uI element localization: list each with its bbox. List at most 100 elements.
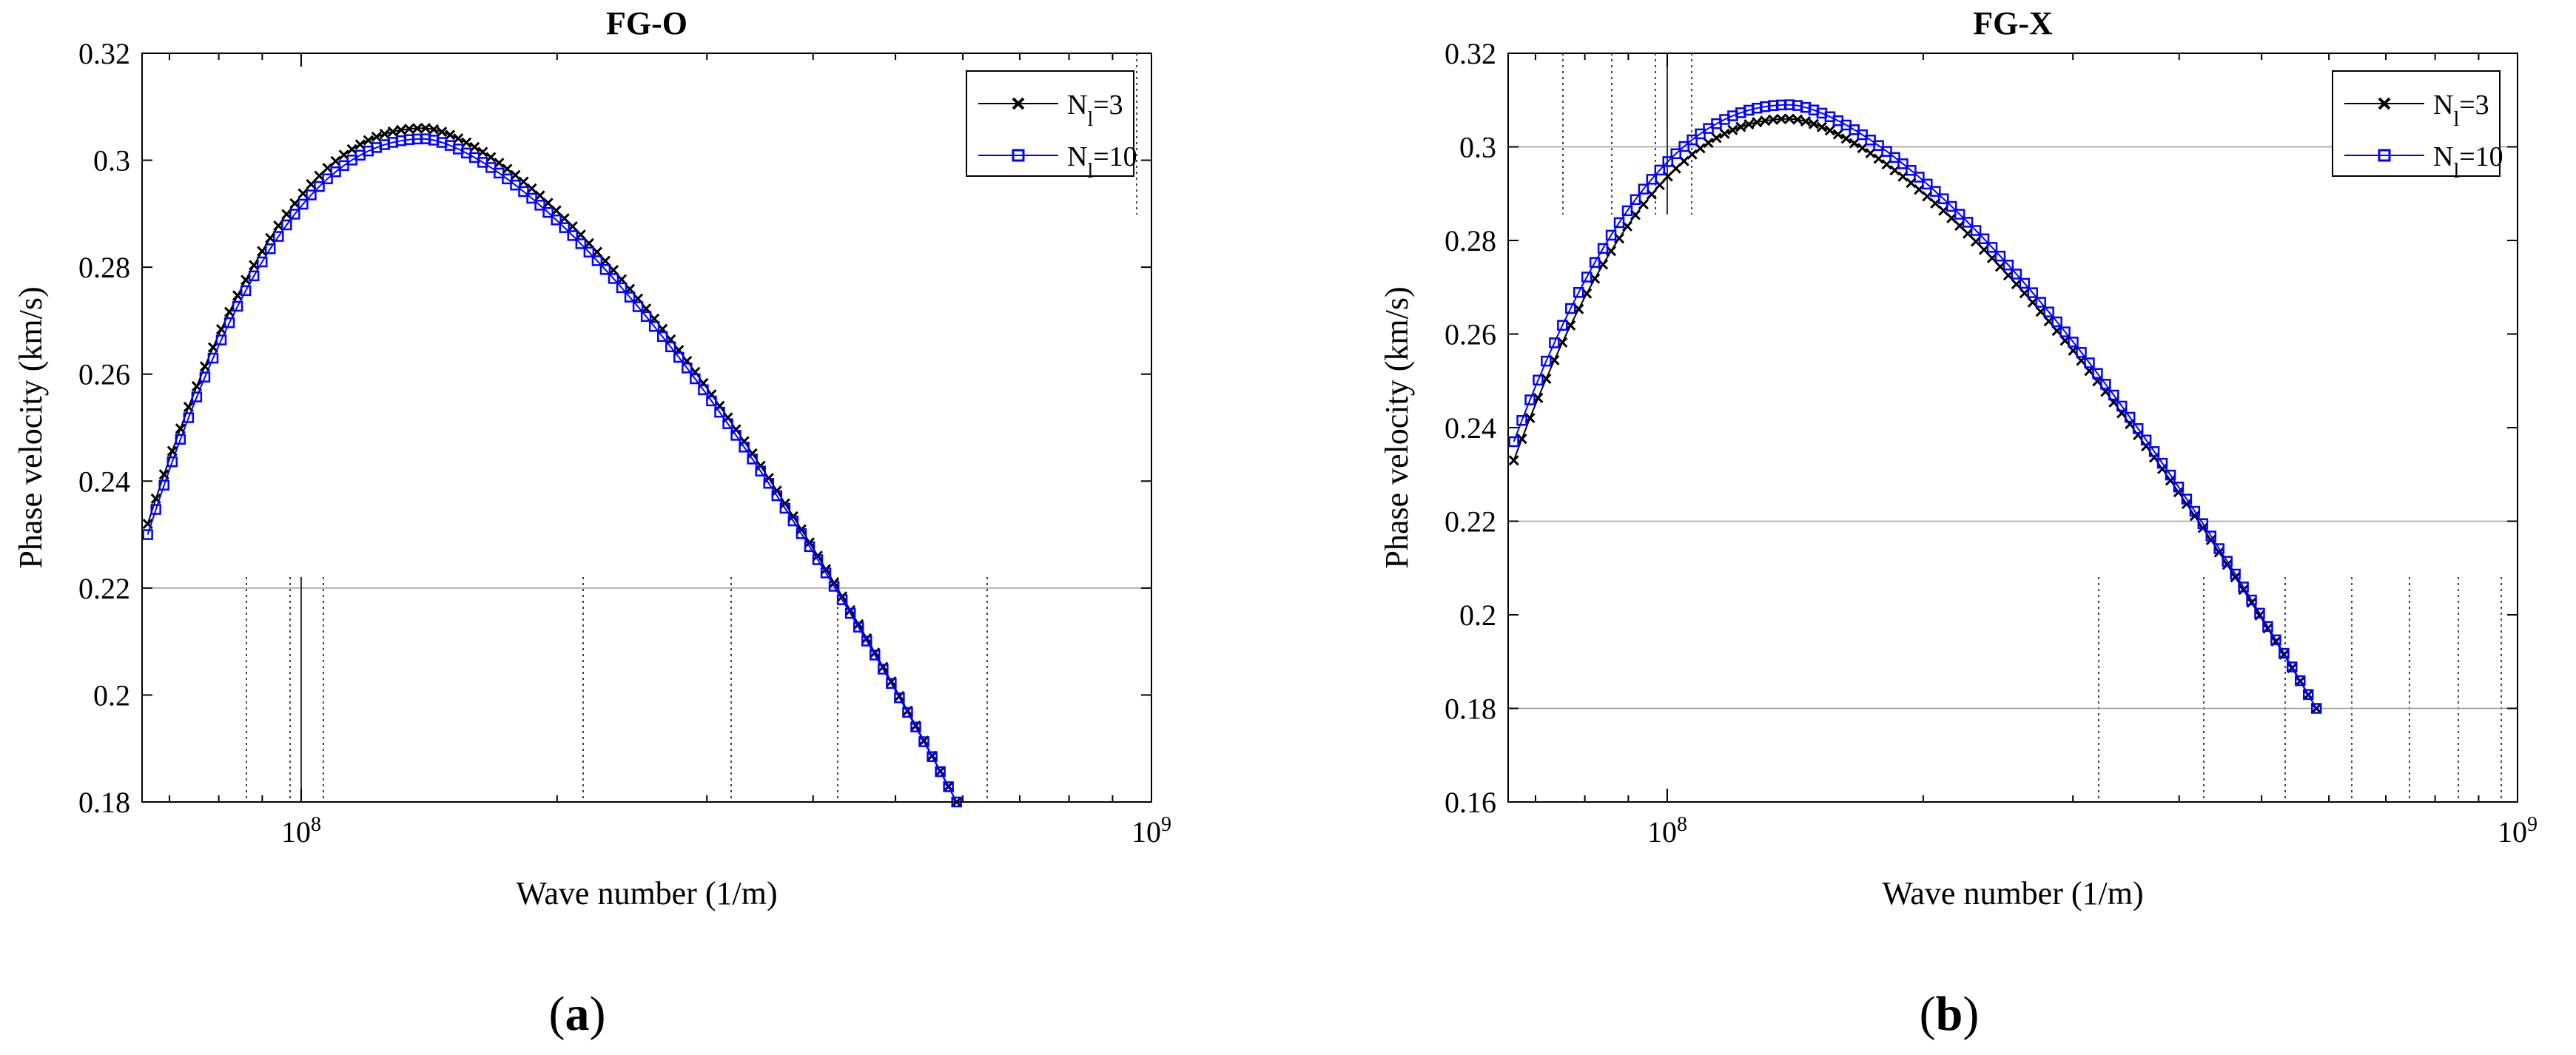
y-axis-label: Phase velocity (km/s) [1379, 286, 1415, 568]
data-point [2140, 434, 2152, 445]
data-point [599, 264, 611, 275]
data-point [1954, 209, 1965, 220]
data-point [828, 581, 840, 592]
data-point [1533, 374, 1544, 386]
data-point [665, 341, 676, 353]
vertical-guide-lines [1508, 53, 2518, 802]
data-point [1994, 250, 2006, 262]
data-point [910, 721, 921, 732]
data-point [1613, 217, 1625, 229]
data-point [1930, 186, 1941, 197]
vertical-guide-lines [142, 53, 1151, 802]
data-point [836, 594, 848, 605]
legend-box [2332, 70, 2501, 177]
data-point [2011, 269, 2022, 280]
data-point [264, 243, 276, 255]
data-point [575, 238, 587, 249]
data-point [183, 412, 195, 423]
legend: Nl=3 Nl=10 [966, 70, 1137, 183]
data-point [2302, 689, 2314, 700]
data-point [256, 256, 268, 268]
data-point [281, 219, 292, 231]
data-point [763, 478, 775, 489]
data-point [747, 454, 758, 465]
data-point [583, 246, 595, 257]
data-point [722, 418, 733, 429]
data-point [935, 766, 946, 778]
data-point [1589, 257, 1601, 268]
chart-title: FG-O [606, 5, 687, 41]
data-point [1630, 194, 1641, 206]
data-point [2310, 703, 2322, 714]
y-axis-ticks: 0.16 0.18 0.2 0.22 0.24 0.26 0.28 0.3 0.32 [1445, 37, 2518, 819]
data-point [2156, 457, 2168, 469]
data-point [2124, 411, 2136, 423]
data-point [338, 160, 349, 172]
data-point [403, 124, 414, 135]
data-point [616, 282, 628, 294]
data-point [2287, 661, 2298, 673]
data-point [779, 502, 791, 514]
data-point [1776, 113, 1787, 124]
data-point [387, 126, 398, 138]
data-point [1906, 165, 1917, 176]
data-point [248, 270, 260, 282]
data-point [167, 456, 178, 468]
data-point [844, 607, 856, 619]
series-line-1 [147, 127, 958, 803]
x-tick-label: 109 [1131, 813, 1171, 849]
data-point [1670, 148, 1681, 159]
series-group [1508, 99, 2322, 714]
data-point [2205, 530, 2217, 542]
data-point [886, 678, 897, 690]
data-point [2295, 675, 2306, 687]
data-point [673, 351, 685, 363]
data-point [918, 736, 929, 747]
chart-title: FG-X [1973, 5, 2053, 41]
y-tick-label: 0.28 [1445, 224, 1496, 257]
y-tick-label: 0.26 [1445, 318, 1496, 351]
data-point [2222, 556, 2233, 567]
data-point [1541, 355, 1552, 367]
data-point [690, 373, 701, 385]
data-point [207, 352, 219, 364]
y-tick-label: 0.18 [78, 786, 130, 819]
y-tick-label: 0.18 [1445, 692, 1496, 726]
data-point [395, 124, 406, 135]
data-point [640, 311, 652, 322]
data-point [943, 781, 954, 792]
data-point [1703, 137, 1714, 149]
data-point [755, 465, 766, 477]
data-point [1986, 242, 1998, 253]
data-point [1678, 141, 1689, 152]
data-point [542, 206, 554, 218]
data-point [1581, 272, 1593, 283]
data-point [273, 231, 284, 242]
data-point [1760, 115, 1771, 127]
data-point [902, 707, 913, 718]
series-group [142, 123, 962, 808]
data-point [2035, 297, 2046, 308]
data-point [1638, 183, 1649, 195]
data-point [1735, 121, 1746, 132]
data-point [1508, 455, 1519, 466]
data-point [1605, 229, 1617, 241]
data-point [608, 273, 619, 284]
data-point [158, 479, 169, 491]
data-point [494, 167, 505, 179]
data-point [1508, 436, 1519, 448]
data-point [624, 291, 636, 303]
data-point [1565, 303, 1576, 314]
data-point [1646, 174, 1658, 185]
legend-marker-series-2 [1012, 149, 1025, 162]
data-point [411, 123, 423, 134]
legend-marker-series-1 [1012, 97, 1025, 110]
data-point [215, 334, 227, 346]
data-point [1978, 233, 1990, 245]
legend: Nl=3 Nl=10 [2332, 70, 2503, 183]
chart-panel-a: FG-O 0.18 0.2 0.22 0.24 0.26 0.28 0.3 0.32 108 1… [13, 5, 1171, 1041]
data-point [2238, 582, 2249, 593]
data-point [1711, 132, 1722, 144]
data-point [379, 128, 390, 140]
y-tick-label: 0.24 [78, 465, 130, 498]
